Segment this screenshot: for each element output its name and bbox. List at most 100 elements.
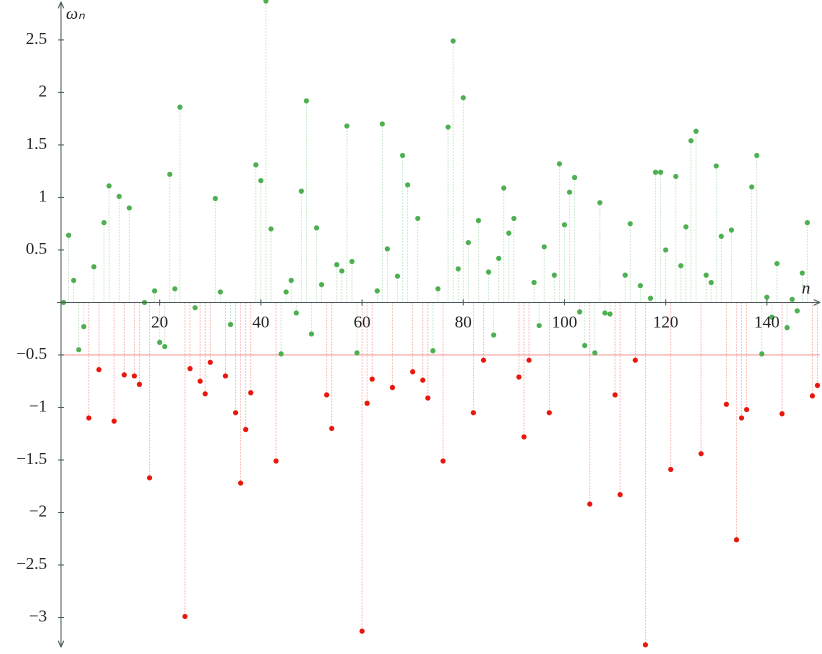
point bbox=[460, 95, 466, 101]
point bbox=[703, 272, 709, 278]
point bbox=[258, 178, 264, 184]
x-axis-label: n bbox=[802, 278, 811, 297]
point bbox=[637, 283, 643, 289]
point bbox=[759, 351, 765, 357]
point bbox=[814, 382, 821, 389]
point bbox=[617, 492, 623, 498]
point bbox=[592, 350, 598, 356]
point bbox=[86, 415, 92, 421]
point bbox=[470, 410, 476, 416]
point bbox=[546, 410, 552, 416]
point bbox=[344, 123, 350, 129]
point bbox=[789, 296, 795, 302]
point bbox=[647, 295, 654, 301]
point bbox=[566, 189, 573, 195]
point bbox=[420, 377, 426, 383]
point bbox=[278, 351, 284, 357]
x-tick-label: 40 bbox=[252, 312, 269, 331]
point bbox=[126, 205, 132, 211]
point bbox=[804, 220, 810, 226]
point bbox=[465, 239, 471, 246]
point bbox=[268, 226, 274, 232]
point bbox=[764, 294, 770, 300]
point bbox=[652, 169, 659, 175]
point bbox=[480, 357, 487, 363]
point bbox=[243, 426, 249, 433]
point bbox=[668, 466, 674, 473]
point bbox=[713, 163, 719, 169]
point bbox=[536, 322, 542, 329]
point bbox=[91, 264, 97, 270]
point bbox=[405, 182, 411, 188]
point bbox=[334, 262, 340, 268]
point bbox=[723, 401, 729, 407]
point bbox=[217, 289, 223, 295]
point bbox=[212, 195, 218, 202]
point bbox=[389, 384, 396, 391]
point bbox=[744, 406, 750, 413]
point bbox=[172, 286, 178, 292]
point bbox=[339, 268, 345, 274]
point bbox=[556, 161, 563, 167]
point bbox=[688, 138, 694, 144]
point bbox=[445, 124, 451, 130]
x-tick-label: 20 bbox=[151, 312, 168, 331]
point bbox=[754, 152, 760, 159]
point bbox=[192, 305, 198, 311]
point bbox=[551, 272, 557, 278]
y-tick-label: 0.5 bbox=[26, 239, 47, 258]
y-tick-label: 2.5 bbox=[26, 29, 47, 48]
point bbox=[308, 331, 315, 337]
point bbox=[501, 185, 507, 191]
point bbox=[71, 277, 77, 283]
point bbox=[76, 347, 82, 353]
point bbox=[197, 378, 203, 384]
point bbox=[506, 230, 512, 236]
point bbox=[106, 183, 112, 189]
point bbox=[303, 98, 310, 104]
point bbox=[187, 366, 193, 372]
x-tick-label: 120 bbox=[653, 312, 679, 331]
x-tick-label: 80 bbox=[455, 312, 472, 331]
point bbox=[313, 225, 320, 231]
y-tick-label: 2 bbox=[39, 81, 48, 100]
point bbox=[577, 309, 583, 315]
x-tick-label: 100 bbox=[552, 312, 578, 331]
point bbox=[374, 288, 380, 294]
point bbox=[485, 269, 492, 275]
point bbox=[718, 233, 724, 239]
y-tick-label: −2 bbox=[29, 501, 47, 520]
point bbox=[809, 393, 816, 399]
point bbox=[632, 357, 638, 363]
point bbox=[121, 372, 127, 378]
point bbox=[81, 324, 87, 330]
point bbox=[288, 277, 294, 283]
point bbox=[769, 314, 775, 320]
point bbox=[182, 613, 188, 620]
point bbox=[561, 222, 568, 228]
y-tick-label: −1 bbox=[29, 396, 47, 415]
point bbox=[622, 272, 628, 278]
point bbox=[167, 171, 173, 177]
point bbox=[248, 390, 254, 396]
point bbox=[379, 121, 385, 127]
point bbox=[359, 628, 365, 634]
point bbox=[207, 359, 213, 365]
point bbox=[399, 152, 406, 159]
point bbox=[415, 215, 421, 222]
point bbox=[425, 395, 431, 401]
point bbox=[222, 373, 229, 379]
point bbox=[526, 357, 532, 363]
point bbox=[475, 217, 482, 224]
point bbox=[602, 310, 608, 316]
point bbox=[318, 281, 325, 288]
point bbox=[541, 244, 547, 250]
point bbox=[455, 266, 461, 272]
point bbox=[673, 173, 679, 180]
point bbox=[683, 224, 689, 230]
point bbox=[430, 348, 436, 354]
point bbox=[263, 0, 269, 4]
point bbox=[450, 38, 456, 44]
x-tick-label: 140 bbox=[754, 312, 780, 331]
